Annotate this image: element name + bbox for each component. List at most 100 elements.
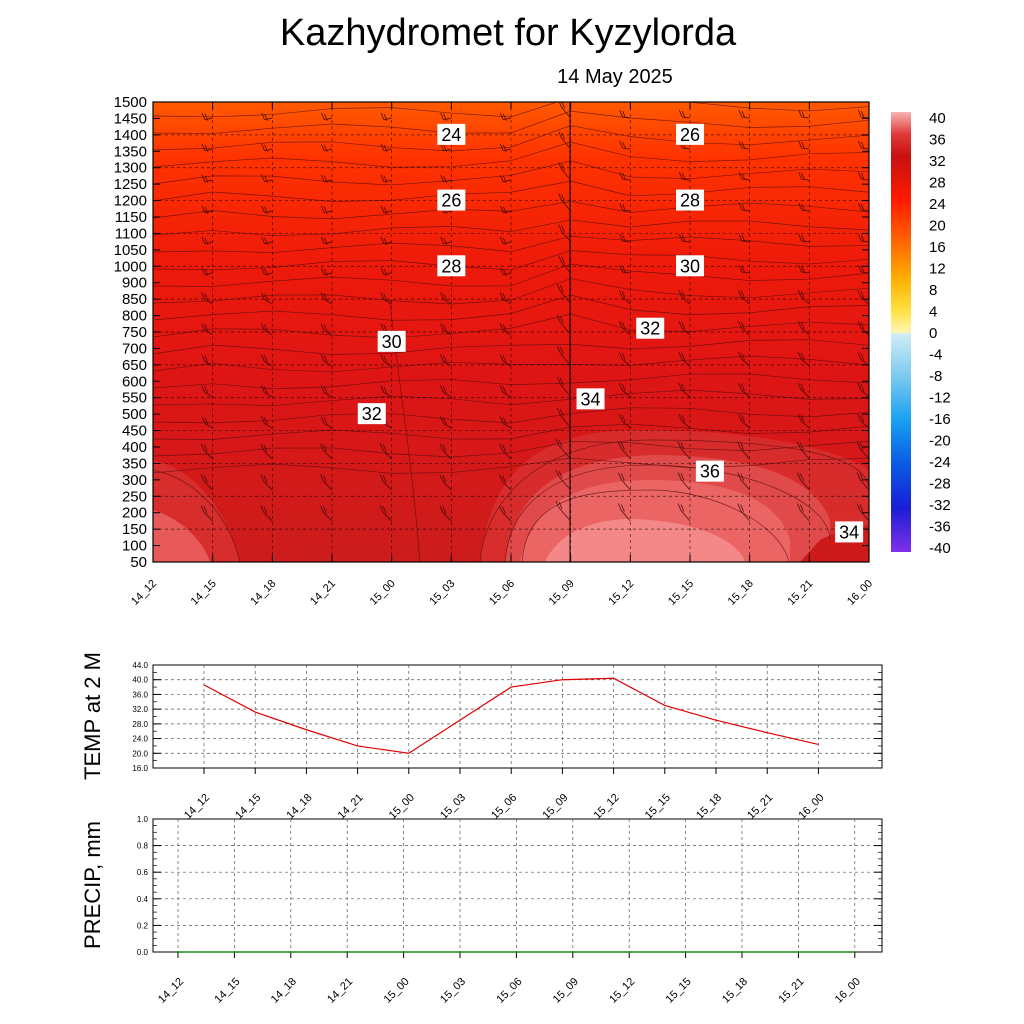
wind-barb-shaft [502, 392, 512, 398]
contour-label-box [636, 317, 665, 339]
wind-barb-flag [264, 206, 269, 215]
wind-barb-flag [680, 504, 685, 512]
wind-barb-shaft [801, 147, 810, 150]
contour-label: 34 [576, 388, 605, 410]
wind-barb-flag [738, 264, 743, 273]
wind-barb-flag [261, 323, 265, 331]
temp-grid [153, 665, 882, 768]
wind-barb-flag [499, 267, 504, 276]
wind-barb-flag [859, 442, 864, 450]
wind-barb-flag [320, 474, 324, 482]
wind-barb-flag [383, 206, 388, 215]
wind-barb-shaft [383, 423, 392, 429]
wind-barb-flag [558, 102, 563, 108]
wind-barb-shaft [741, 327, 750, 336]
wind-barb-shaft [324, 117, 333, 121]
heatmap-y-tick-label: 650 [122, 357, 147, 374]
heatmap-x-tick-label: 15_03 [427, 578, 457, 608]
wind-barb-flag [442, 475, 447, 483]
contour-label-text: 34 [839, 522, 859, 542]
heatmap-y-tick-label: 1000 [114, 258, 147, 275]
wind-barb-shaft [383, 272, 392, 276]
wind-barb-flag [741, 203, 746, 212]
wind-barb-flag [264, 175, 269, 184]
wind-barb-flag [383, 268, 388, 277]
colorbar-tick-label: 12 [929, 261, 946, 278]
wind-barb-flag [622, 203, 627, 212]
heatmap-y-tick-label: 100 [122, 538, 147, 555]
wind-barb-flag [798, 264, 803, 273]
wind-barb-shaft [383, 299, 392, 305]
wind-barb-shaft [800, 510, 810, 522]
wind-barb-shaft [621, 479, 631, 491]
temp-x-tick-label: 15_00 [387, 792, 417, 822]
wind-barb-flag [323, 475, 327, 483]
wind-barb-flag [440, 236, 445, 245]
wind-barb-flag [320, 323, 325, 331]
wind-barb-flag [502, 268, 507, 277]
wind-barb-shaft [861, 147, 869, 150]
wind-barb-flag [443, 237, 448, 246]
wind-barb-shaft [680, 510, 691, 522]
wind-barb-shaft [861, 116, 869, 119]
wind-barb-flag [261, 112, 266, 121]
wind-barb-shaft [264, 392, 273, 398]
wind-barb-flag [860, 352, 865, 361]
wind-barb-shaft [204, 299, 213, 305]
wind-barb-flag [558, 193, 563, 201]
wind-barb-shaft [264, 330, 273, 336]
wind-barb-shaft [442, 481, 452, 491]
wind-barb-flag [442, 506, 447, 514]
wind-barb-flag [800, 321, 805, 330]
heatmap-y-tick-label: 1300 [114, 160, 147, 177]
wind-barb-flag [561, 163, 566, 171]
heatmap-y-tick-label: 150 [122, 521, 147, 538]
heatmap-y-tick-label: 800 [122, 308, 147, 325]
wind-barb-shaft [621, 448, 631, 460]
wind-barb-flag [499, 474, 503, 482]
colorbar-tick-label: -12 [929, 390, 951, 407]
warm-region-left-core [153, 510, 210, 562]
wind-barb-shaft [559, 290, 572, 305]
wind-barb-flag [860, 265, 865, 274]
heatmap-x-tick-label: 15_21 [785, 578, 815, 608]
temp-y-tick-label: 20.0 [132, 749, 148, 758]
wind-barb-flag [737, 441, 742, 449]
wind-barb-flag [502, 206, 507, 215]
wind-barb-shaft [443, 210, 452, 214]
wind-barb-flag [620, 442, 625, 450]
wind-barb-flag [558, 224, 563, 232]
wind-barb-flag [798, 202, 803, 211]
contour-label-box [676, 123, 704, 145]
wind-barb-flag [499, 174, 504, 183]
wind-barb-flag [740, 504, 745, 512]
colorbar-tick-label: -24 [929, 454, 951, 471]
wind-barb-shaft [741, 116, 750, 119]
wind-barb-flag [622, 234, 627, 243]
wind-barb-flag [383, 324, 388, 332]
wind-barb-shaft [323, 392, 333, 398]
wind-barb-shaft [741, 147, 750, 150]
wind-barb-flag [200, 474, 205, 482]
colorbar: 4036322824201612840-4-8-12-16-20-24-28-3… [891, 110, 951, 557]
wind-barb-shaft [502, 450, 512, 460]
wind-barb-shaft [264, 423, 273, 429]
wind-barb-shaft [741, 209, 750, 212]
colorbar-tick-label: 16 [929, 239, 946, 256]
temp-x-tick-label: 15_21 [745, 792, 775, 822]
wind-barb-flag [201, 143, 206, 152]
contour-label-box [676, 189, 704, 211]
wind-barb-flag [800, 290, 805, 299]
wind-barb-flag [499, 354, 504, 362]
heatmap-x-tick-label: 14_12 [129, 578, 159, 608]
wind-barb-flag [320, 416, 325, 424]
wind-barb-shaft [443, 179, 452, 183]
wind-barb-shaft [561, 262, 572, 274]
wind-barb-flag [323, 506, 327, 514]
wind-barb-flag [559, 346, 564, 355]
wind-barb-flag [860, 383, 865, 392]
contour-line [479, 439, 869, 562]
wind-barb-flag [201, 205, 206, 214]
wind-barb-flag [261, 143, 266, 152]
temp-y-tick-label: 32.0 [132, 705, 148, 714]
